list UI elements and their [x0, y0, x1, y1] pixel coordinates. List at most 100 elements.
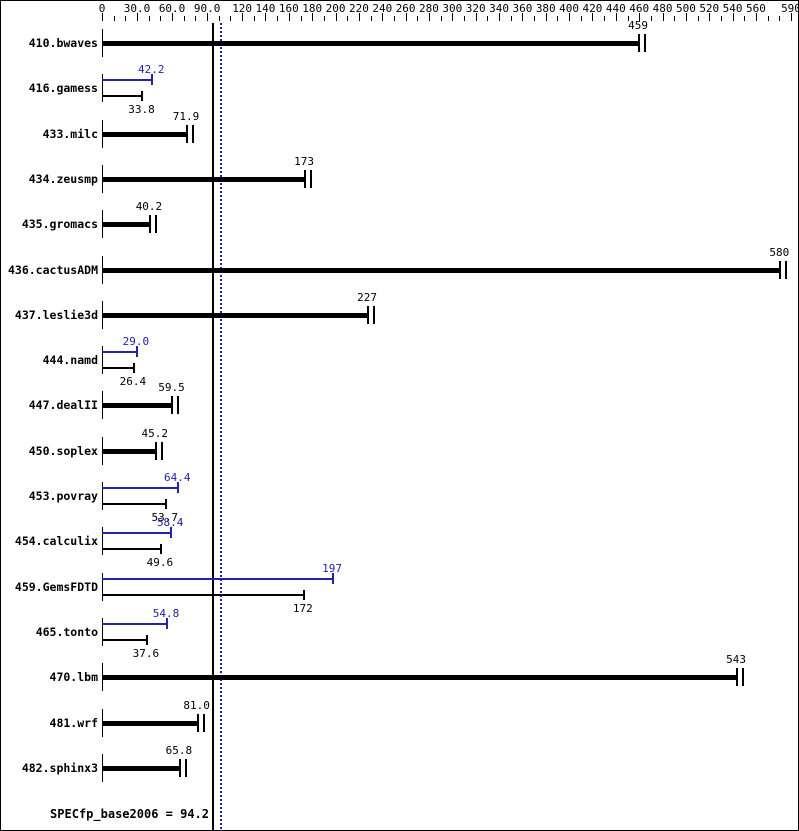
axis-tick-minor [125, 16, 126, 21]
row-label-482-sphinx3: 482.sphinx3 [21, 760, 98, 775]
value-label-base-453-povray: 53.7 [151, 511, 178, 524]
axis-tick-label: 320 [465, 2, 486, 15]
value-label-436-cactusADM: 580 [769, 245, 790, 259]
bar-peak-416-gamess [102, 79, 152, 82]
row-label-433-milc: 433.milc [42, 126, 98, 141]
bar-single-481-wrf [102, 720, 197, 726]
axis-tick-minor [487, 16, 488, 21]
bar-cap-base [197, 713, 199, 732]
axis-tick-minor [301, 16, 302, 21]
axis-tick-major [172, 13, 173, 21]
bar-peak-465-tonto [102, 622, 166, 625]
axis-tick-minor [651, 16, 652, 21]
axis-tick-label: 500 [675, 2, 696, 15]
axis-tick-minor [511, 16, 512, 21]
value-label-447-dealII: 59.5 [158, 381, 185, 395]
bar-single-447-dealII [102, 403, 172, 409]
axis-tick-label: 160 [278, 2, 299, 15]
axis-tick-minor [394, 16, 395, 21]
bar-cap-base [638, 34, 640, 52]
axis-tick-minor [160, 16, 161, 21]
axis-tick-major [733, 13, 734, 21]
value-label-base-454-calculix: 49.6 [146, 556, 174, 570]
bar-cap-base [304, 169, 306, 188]
bar-cap-base [367, 305, 369, 324]
row-label-436-cactusADM: 436.cactusADM [7, 262, 98, 277]
axis-tick-minor [628, 16, 629, 21]
axis-tick-minor [768, 16, 769, 21]
axis-tick-label: 200 [325, 2, 346, 15]
axis-tick-minor [149, 16, 150, 21]
bar-cap-base [186, 124, 188, 143]
axis-tick-major [686, 13, 687, 21]
axis-tick-major [592, 13, 593, 21]
axis-tick-major [312, 13, 313, 21]
axis-tick-major [639, 13, 640, 21]
bar-cap-peak [785, 260, 787, 279]
axis-tick-minor [195, 16, 196, 21]
value-label-peak-459-GemsFDTD: 197 [322, 561, 342, 575]
axis-tick-minor [604, 16, 605, 21]
axis-tick-label: 480 [652, 2, 673, 15]
bar-cap-base [165, 499, 167, 509]
axis-tick-minor [184, 16, 185, 21]
bar-single-435-gromacs [102, 222, 149, 228]
value-label-470-lbm: 543 [726, 653, 747, 667]
axis-tick-major [102, 13, 103, 21]
axis-tick-label: 590 [781, 2, 799, 15]
axis-tick-major [452, 13, 453, 21]
axis-tick-label: 120 [232, 2, 253, 15]
row-label-470-lbm: 470.lbm [49, 670, 98, 685]
row-label-434-zeusmp: 434.zeusmp [28, 171, 98, 186]
value-label-peak-416-gamess: 42.2 [138, 63, 165, 77]
bar-base-444-namd [102, 367, 133, 370]
row-label-410-bwaves: 410.bwaves [28, 36, 98, 50]
axis-tick-minor [534, 16, 535, 21]
axis-tick-major [546, 13, 547, 21]
reference-line-base [212, 23, 214, 830]
axis-tick-minor [219, 16, 220, 21]
axis-tick-major [476, 13, 477, 21]
value-label-peak-453-povray: 64.4 [163, 471, 191, 484]
bar-cap-peak [155, 215, 157, 234]
bar-peak-459-GemsFDTD [102, 577, 333, 580]
axis-tick-minor [417, 16, 418, 21]
axis-tick-minor [581, 16, 582, 21]
axis-tick-minor [744, 16, 745, 21]
bar-cap-peak [203, 713, 205, 732]
bar-peak-453-povray [102, 487, 178, 489]
bar-cap-peak [644, 34, 646, 52]
value-label-482-sphinx3: 65.8 [165, 743, 193, 757]
axis-tick-minor [324, 16, 325, 21]
bar-cap-peak [161, 441, 163, 460]
bar-cap-base [141, 91, 143, 102]
bar-cap-base [160, 544, 162, 555]
value-label-450-soplex: 45.2 [141, 426, 169, 440]
row-label-437-leslie3d: 437.leslie3d [14, 307, 98, 322]
row-label-454-calculix: 454.calculix [14, 534, 98, 549]
axis-tick-label: 90.0 [193, 2, 221, 15]
bar-cap-peak [332, 572, 334, 584]
axis-tick-major [137, 13, 138, 21]
axis-tick-major [336, 13, 337, 21]
axis-tick-label: 140 [255, 2, 276, 15]
bar-single-482-sphinx3 [102, 765, 179, 771]
bar-base-416-gamess [102, 95, 142, 98]
axis-tick-label: 460 [629, 2, 650, 15]
bar-base-465-tonto [102, 638, 146, 641]
summary-base-label: SPECfp_base2006 = 94.2 [50, 807, 209, 822]
bar-cap-base [133, 363, 135, 374]
axis-tick-major [522, 13, 523, 21]
row-label-459-GemsFDTD: 459.GemsFDTD [14, 579, 98, 594]
row-label-481-wrf: 481.wrf [49, 715, 98, 730]
row-label-447-dealII: 447.dealII [28, 398, 98, 413]
axis-tick-major [791, 13, 792, 21]
bar-cap-base [146, 634, 148, 645]
bar-single-470-lbm [102, 675, 737, 681]
row-label-444-namd: 444.namd [42, 353, 98, 368]
bar-cap-peak [151, 74, 153, 86]
bar-single-410-bwaves [102, 41, 639, 46]
bar-base-453-povray [102, 503, 165, 505]
bar-cap-peak [192, 124, 194, 143]
